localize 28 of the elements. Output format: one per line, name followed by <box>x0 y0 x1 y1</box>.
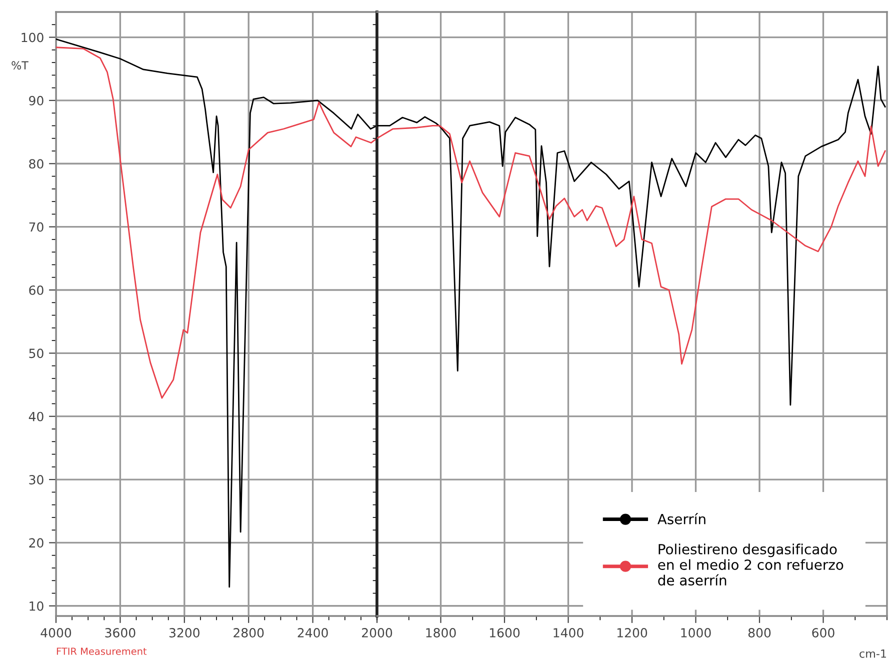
y-tick-label: 50 <box>29 348 44 358</box>
x-tick-label: 1800 <box>426 628 456 638</box>
x-tick-label: 800 <box>748 628 771 638</box>
y-tick-label: 10 <box>30 601 44 611</box>
y-tick-label: 30 <box>29 475 44 484</box>
x-tick-label: 3200 <box>169 628 200 638</box>
x-tick-label: 3600 <box>105 628 136 638</box>
x-tick-label: 1400 <box>554 628 584 638</box>
x-tick-label: 600 <box>812 628 834 638</box>
y-tick-label: 20 <box>29 538 44 548</box>
x-tick-label: 1600 <box>490 628 520 638</box>
x-tick-label: 2800 <box>234 628 264 638</box>
legend-label: Poliestireno desgasificado en el medio 2 con refuerzo de aserrín <box>658 544 844 586</box>
y-tick-label: 70 <box>29 222 44 232</box>
legend-label: Aserrín <box>658 513 706 524</box>
x-tick-label: 4000 <box>40 628 72 638</box>
y-axis-title: %T <box>12 61 28 70</box>
y-tick-label: 80 <box>29 159 44 169</box>
x-tick-label: 2400 <box>298 628 328 638</box>
x-axis-title: cm-1 <box>860 650 886 658</box>
y-tick-label: 100 <box>22 32 44 42</box>
x-tick-label: 2000 <box>362 628 392 638</box>
y-tick-label: 60 <box>29 285 44 295</box>
x-tick-label: 1200 <box>617 628 648 638</box>
x-tick-label: 1000 <box>681 628 711 638</box>
y-tick-label: 40 <box>28 412 44 422</box>
y-tick-label: 90 <box>29 96 44 106</box>
text: FTIR Measurement <box>56 648 147 655</box>
